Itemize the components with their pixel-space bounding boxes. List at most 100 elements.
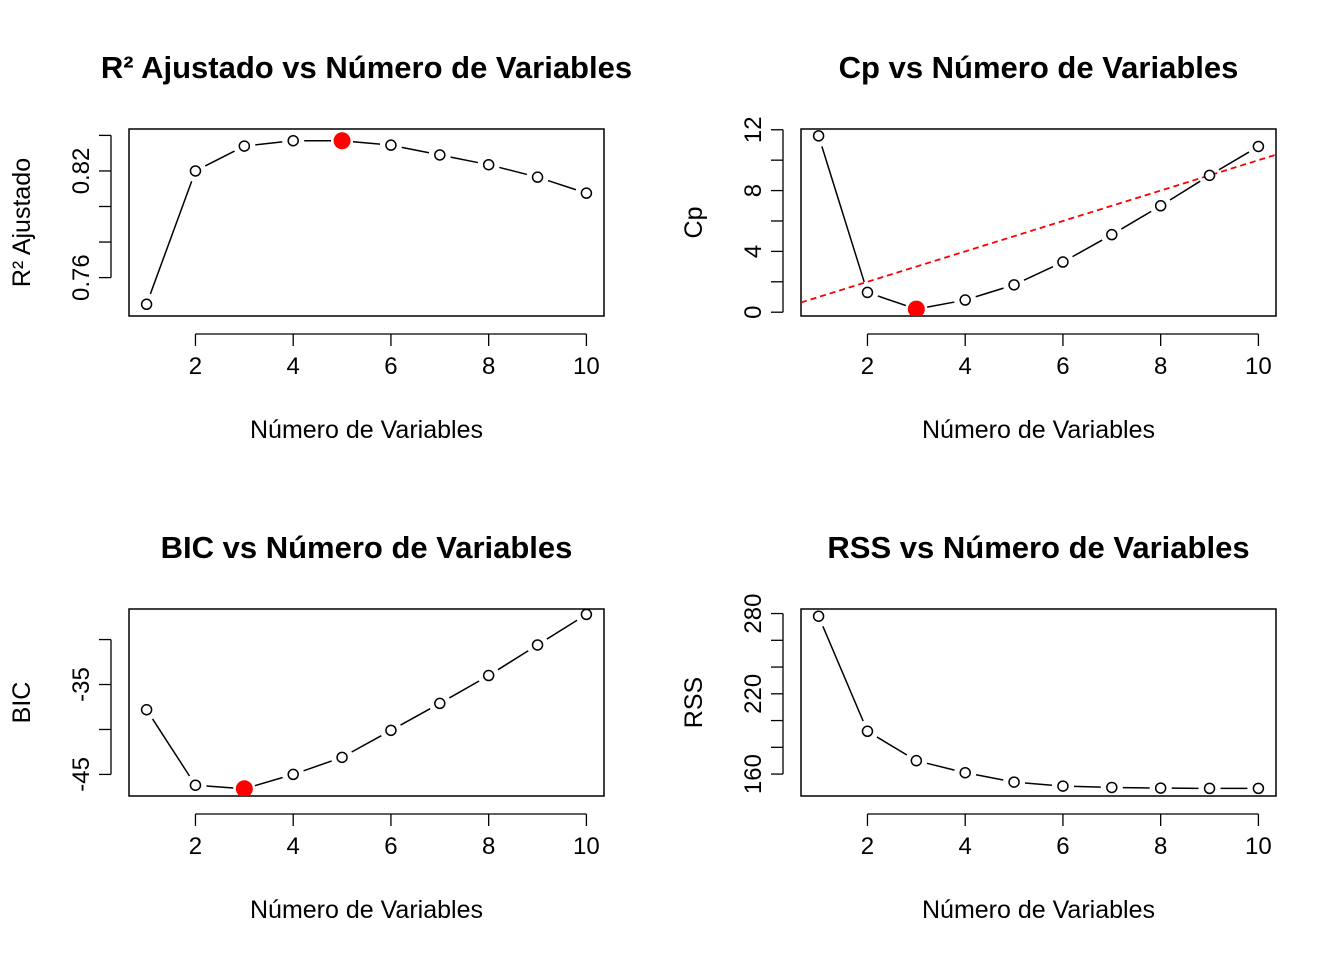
y-tick-label: 12 bbox=[740, 116, 767, 143]
x-tick-label: 4 bbox=[287, 833, 300, 860]
highlight-point bbox=[235, 780, 253, 796]
series-segment bbox=[1169, 180, 1201, 201]
x-tick-label: 6 bbox=[384, 353, 397, 380]
series-segment bbox=[546, 619, 578, 640]
data-point bbox=[812, 610, 825, 622]
plot-area bbox=[812, 610, 1265, 795]
series-segment bbox=[206, 785, 234, 789]
series-segment bbox=[822, 626, 864, 722]
y-tick-label: 4 bbox=[740, 245, 767, 258]
series-segment bbox=[303, 760, 332, 772]
plot-area bbox=[140, 609, 593, 796]
series-segment bbox=[448, 680, 480, 699]
series-segment bbox=[547, 179, 577, 191]
plot-frame bbox=[800, 128, 1277, 317]
x-axis: 2 4 6 8 10 bbox=[861, 813, 1272, 860]
data-point bbox=[1106, 781, 1118, 794]
data-point bbox=[1252, 782, 1265, 795]
x-tick-label: 8 bbox=[482, 833, 495, 860]
y-axis-label: RSS bbox=[680, 677, 708, 728]
y-tick-label: -35 bbox=[68, 667, 95, 702]
y-tick-label: -45 bbox=[68, 757, 95, 792]
data-point bbox=[1106, 228, 1118, 241]
series-segment bbox=[254, 776, 283, 787]
data-point bbox=[959, 766, 971, 779]
series-segment bbox=[975, 287, 1004, 298]
y-tick-label: 280 bbox=[740, 594, 767, 634]
series-segment bbox=[204, 150, 235, 167]
series-segment bbox=[876, 736, 908, 756]
series-segment bbox=[975, 774, 1004, 781]
x-axis-label: Número de Variables bbox=[250, 416, 483, 444]
data-point bbox=[531, 639, 544, 651]
series-segment bbox=[1072, 239, 1103, 258]
x-tick-label: 8 bbox=[1154, 353, 1167, 380]
x-axis-label: Número de Variables bbox=[250, 896, 483, 924]
y-tick-label: 0.82 bbox=[68, 148, 95, 195]
y-tick-label: 0.76 bbox=[68, 254, 95, 301]
y-axis: 160 220 280 bbox=[740, 594, 784, 794]
data-point bbox=[1154, 200, 1167, 212]
data-point bbox=[1008, 776, 1020, 788]
x-axis-label: Número de Variables bbox=[922, 896, 1155, 924]
data-point bbox=[861, 725, 874, 738]
data-point bbox=[434, 149, 446, 161]
data-point bbox=[531, 171, 544, 183]
data-point bbox=[140, 703, 153, 716]
data-point bbox=[1154, 782, 1167, 794]
series-segment bbox=[1120, 210, 1152, 230]
plot-area bbox=[801, 130, 1276, 316]
panel-4: RSS vs Número de Variables 2 4 6 8 10 160 220 28… bbox=[680, 530, 1277, 924]
series-segment bbox=[1073, 785, 1101, 788]
data-point bbox=[385, 724, 397, 737]
x-tick-label: 6 bbox=[384, 833, 397, 860]
panel-3: BIC vs Número de Variables 2 4 6 8 10 -45 -35 Nú… bbox=[8, 530, 605, 924]
data-point bbox=[910, 754, 923, 767]
data-point bbox=[959, 294, 971, 306]
x-tick-label: 2 bbox=[189, 353, 202, 380]
data-point bbox=[1252, 140, 1265, 153]
data-point bbox=[482, 158, 495, 171]
data-point bbox=[482, 669, 495, 682]
highlight-point bbox=[333, 132, 351, 150]
y-axis: -45 -35 bbox=[68, 638, 112, 792]
series-segment bbox=[401, 146, 430, 154]
x-tick-label: 8 bbox=[1154, 833, 1167, 860]
data-point bbox=[1057, 780, 1069, 792]
panel-1: R² Ajustado vs Número de Variables 2 4 6 8 10… bbox=[8, 50, 632, 444]
x-axis: 2 4 6 8 10 bbox=[861, 333, 1272, 380]
y-axis-label: BIC bbox=[8, 682, 36, 724]
data-point bbox=[812, 130, 825, 142]
data-point bbox=[580, 609, 593, 621]
x-axis-label: Número de Variables bbox=[922, 416, 1155, 444]
x-tick-label: 4 bbox=[287, 353, 300, 380]
series-segment bbox=[927, 301, 955, 308]
series-segment bbox=[255, 141, 283, 146]
data-point bbox=[1203, 169, 1216, 182]
x-tick-label: 2 bbox=[861, 833, 874, 860]
series-segment bbox=[352, 140, 381, 145]
series-segment bbox=[151, 718, 191, 777]
series-segment bbox=[926, 762, 955, 771]
data-point bbox=[287, 134, 299, 147]
data-point bbox=[189, 779, 202, 791]
series-segment bbox=[400, 708, 431, 726]
chart-title: R² Ajustado vs Número de Variables bbox=[101, 50, 632, 85]
y-tick-label: 0 bbox=[740, 306, 767, 319]
x-tick-label: 10 bbox=[1245, 353, 1272, 380]
series-segment bbox=[149, 181, 193, 295]
plot-frame bbox=[128, 128, 605, 317]
x-tick-label: 6 bbox=[1056, 353, 1069, 380]
y-axis-label: R² Ajustado bbox=[8, 158, 36, 287]
x-axis: 2 4 6 8 10 bbox=[189, 813, 600, 860]
data-point bbox=[1008, 279, 1020, 291]
series-segment bbox=[1023, 266, 1054, 281]
data-point bbox=[287, 768, 299, 781]
reference-line bbox=[801, 153, 1276, 304]
plot-frame bbox=[128, 608, 605, 797]
data-point bbox=[140, 298, 153, 311]
x-tick-label: 2 bbox=[861, 353, 874, 380]
x-tick-label: 10 bbox=[573, 833, 600, 860]
data-point bbox=[1203, 782, 1216, 795]
y-axis: 0 4 8 12 bbox=[740, 116, 784, 319]
